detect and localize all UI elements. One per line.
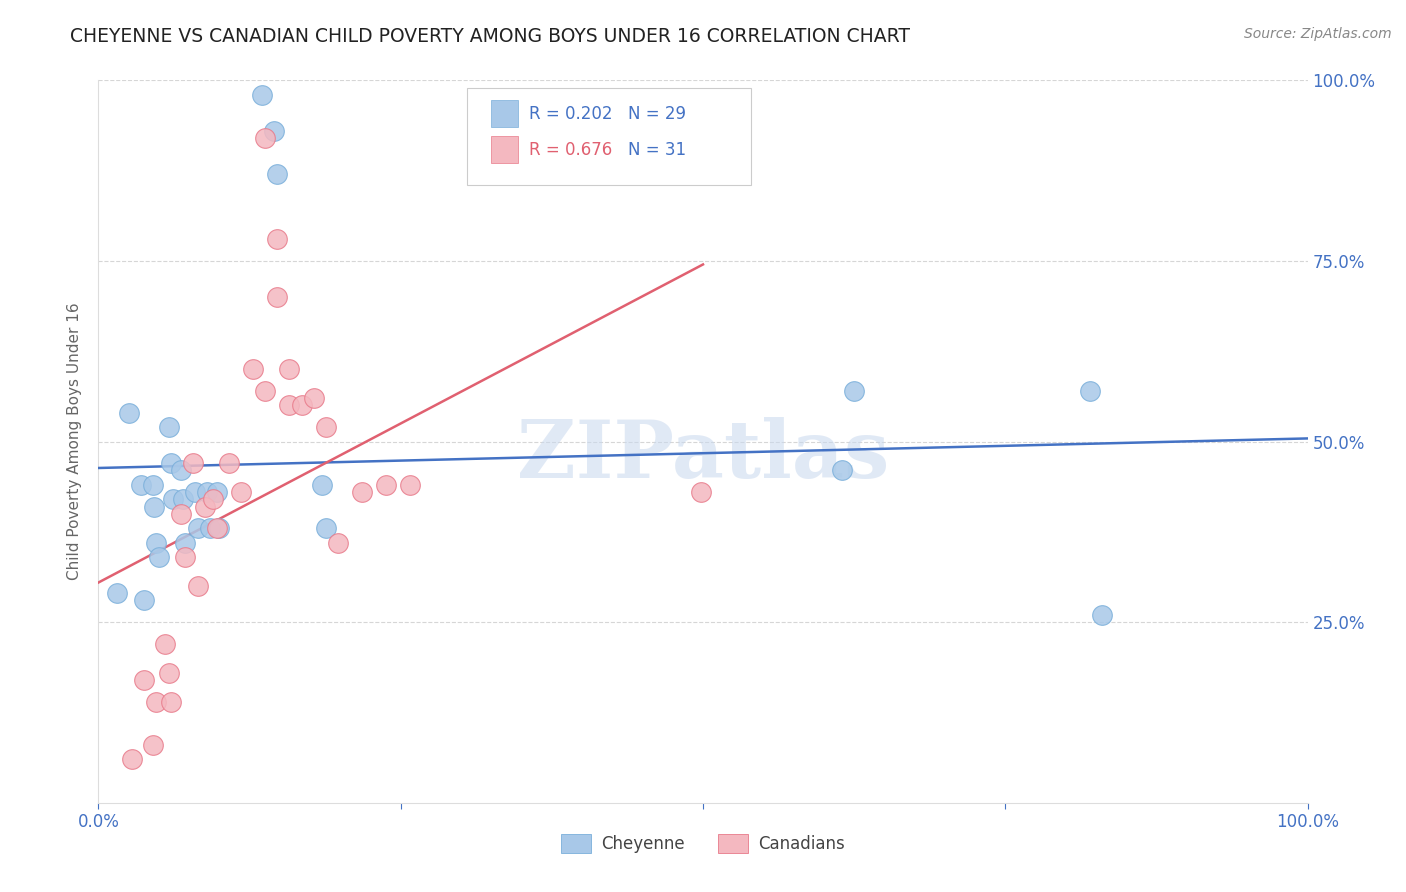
Point — [266, 290, 288, 304]
Point — [160, 456, 183, 470]
Text: R = 0.202: R = 0.202 — [529, 104, 613, 122]
Point — [169, 463, 191, 477]
FancyBboxPatch shape — [467, 87, 751, 185]
Point — [187, 579, 209, 593]
Point — [194, 500, 217, 514]
Point — [278, 398, 301, 412]
Point — [208, 521, 231, 535]
Point — [689, 485, 711, 500]
Point — [129, 478, 152, 492]
Point — [254, 384, 277, 398]
Point — [229, 485, 252, 500]
Point — [290, 398, 312, 412]
Point — [242, 362, 264, 376]
Point — [205, 521, 228, 535]
Point — [142, 738, 165, 752]
Point — [157, 665, 180, 680]
Point — [202, 492, 225, 507]
Point — [145, 695, 167, 709]
Legend: Cheyenne, Canadians: Cheyenne, Canadians — [554, 827, 852, 860]
Point — [1091, 607, 1114, 622]
Point — [399, 478, 422, 492]
Point — [181, 456, 204, 470]
Point — [218, 456, 240, 470]
Point — [302, 391, 325, 405]
Point — [121, 752, 143, 766]
Point — [326, 535, 349, 549]
Point — [831, 463, 853, 477]
FancyBboxPatch shape — [492, 100, 517, 128]
FancyBboxPatch shape — [492, 136, 517, 163]
Point — [160, 695, 183, 709]
Point — [195, 485, 218, 500]
Point — [198, 521, 221, 535]
Point — [134, 593, 156, 607]
Text: N = 29: N = 29 — [628, 104, 686, 122]
Point — [148, 550, 170, 565]
Y-axis label: Child Poverty Among Boys Under 16: Child Poverty Among Boys Under 16 — [67, 302, 83, 581]
Point — [169, 507, 191, 521]
Point — [174, 535, 197, 549]
Point — [134, 673, 156, 687]
Point — [266, 232, 288, 246]
Point — [844, 384, 866, 398]
Point — [250, 87, 273, 102]
Point — [350, 485, 373, 500]
Point — [205, 485, 228, 500]
Point — [105, 586, 128, 600]
Point — [118, 406, 141, 420]
Point — [142, 478, 165, 492]
Point — [375, 478, 398, 492]
Point — [153, 637, 176, 651]
Point — [266, 167, 288, 181]
Point — [254, 131, 277, 145]
Text: R = 0.676: R = 0.676 — [529, 141, 612, 159]
Text: CHEYENNE VS CANADIAN CHILD POVERTY AMONG BOYS UNDER 16 CORRELATION CHART: CHEYENNE VS CANADIAN CHILD POVERTY AMONG… — [70, 27, 910, 45]
Text: Source: ZipAtlas.com: Source: ZipAtlas.com — [1244, 27, 1392, 41]
Point — [311, 478, 333, 492]
Point — [315, 420, 337, 434]
Text: N = 31: N = 31 — [628, 141, 686, 159]
Point — [263, 124, 285, 138]
Point — [184, 485, 207, 500]
Point — [162, 492, 184, 507]
Point — [143, 500, 166, 514]
Point — [278, 362, 301, 376]
Point — [174, 550, 197, 565]
Point — [145, 535, 167, 549]
Point — [172, 492, 194, 507]
Point — [157, 420, 180, 434]
Point — [187, 521, 209, 535]
Text: ZIPatlas: ZIPatlas — [517, 417, 889, 495]
Point — [315, 521, 337, 535]
Point — [1078, 384, 1101, 398]
